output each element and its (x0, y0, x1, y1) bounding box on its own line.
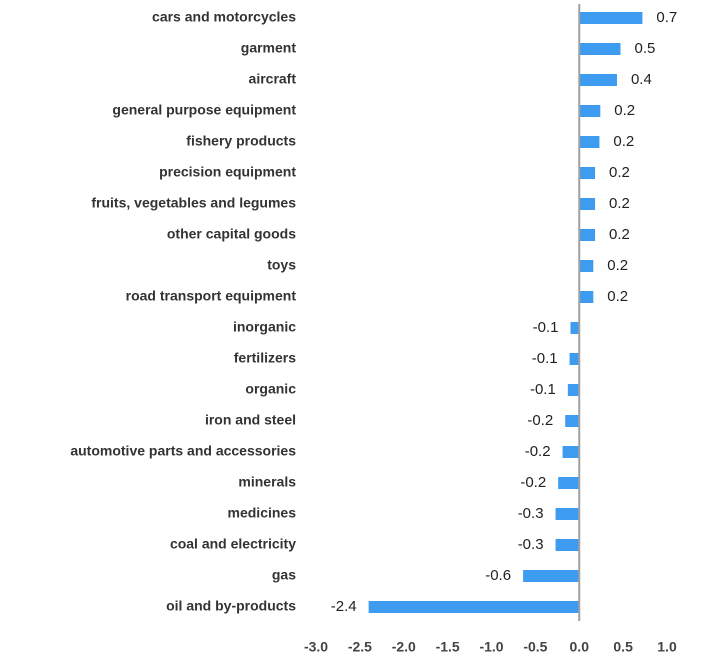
category-label: inorganic (233, 319, 296, 335)
value-label: 0.5 (634, 40, 655, 57)
category-label: organic (245, 381, 296, 397)
value-label: 0.2 (609, 226, 630, 243)
x-tick-label: -1.0 (479, 639, 503, 655)
value-label: 0.2 (607, 257, 628, 274)
bar (579, 198, 596, 210)
category-label: garment (241, 40, 297, 56)
x-tick-label: -1.5 (436, 639, 460, 655)
x-tick-label: -3.0 (304, 639, 328, 655)
bar (562, 446, 580, 458)
category-label: gas (272, 567, 296, 583)
value-label: -0.2 (527, 412, 553, 429)
value-label: 0.4 (631, 71, 652, 88)
x-tick-label: -0.5 (523, 639, 547, 655)
value-label: 0.2 (609, 164, 630, 181)
value-label: -0.1 (530, 381, 556, 398)
value-label: -0.1 (533, 319, 559, 336)
value-label: 0.2 (614, 102, 635, 119)
bar (579, 43, 621, 55)
value-label: -0.3 (518, 536, 544, 553)
category-label: coal and electricity (170, 536, 296, 552)
bar (579, 167, 596, 179)
category-label: fishery products (186, 133, 296, 149)
bar (579, 229, 596, 241)
bar (579, 12, 643, 24)
category-label: iron and steel (205, 412, 296, 428)
x-tick-label: 0.5 (613, 639, 633, 655)
bar (523, 570, 580, 582)
bar (368, 601, 580, 613)
category-label: fruits, vegetables and legumes (91, 195, 296, 211)
bar (579, 291, 594, 303)
value-label: -0.3 (518, 505, 544, 522)
category-label: other capital goods (167, 226, 296, 242)
bar (565, 415, 580, 427)
category-label: oil and by-products (166, 598, 296, 614)
category-label: precision equipment (159, 164, 296, 180)
category-label: fertilizers (234, 350, 296, 366)
category-label: road transport equipment (126, 288, 297, 304)
x-tick-label: -2.5 (348, 639, 372, 655)
value-label: 0.2 (613, 133, 634, 150)
value-label: -2.4 (331, 598, 357, 615)
value-label: -0.2 (520, 474, 546, 491)
category-label: automotive parts and accessories (70, 443, 296, 459)
value-label: 0.2 (609, 195, 630, 212)
bar (569, 353, 580, 365)
bar (579, 74, 617, 86)
value-label: 0.2 (607, 288, 628, 305)
category-label: toys (267, 257, 296, 273)
bar (579, 136, 600, 148)
category-label: minerals (238, 474, 296, 490)
x-tick-label: -2.0 (392, 639, 416, 655)
bar (555, 508, 580, 520)
value-label: -0.2 (525, 443, 551, 460)
value-label: -0.1 (532, 350, 558, 367)
bar (570, 322, 580, 334)
category-label: aircraft (249, 71, 297, 87)
bar (567, 384, 580, 396)
bar (558, 477, 580, 489)
value-label: 0.7 (656, 9, 677, 26)
x-tick-label: 1.0 (657, 639, 677, 655)
category-label: medicines (228, 505, 297, 521)
category-label: general purpose equipment (112, 102, 296, 118)
bar (555, 539, 580, 551)
value-label: -0.6 (485, 567, 511, 584)
x-tick-label: 0.0 (570, 639, 590, 655)
category-label: cars and motorcycles (152, 9, 296, 25)
bar (579, 260, 594, 272)
bar (579, 105, 601, 117)
